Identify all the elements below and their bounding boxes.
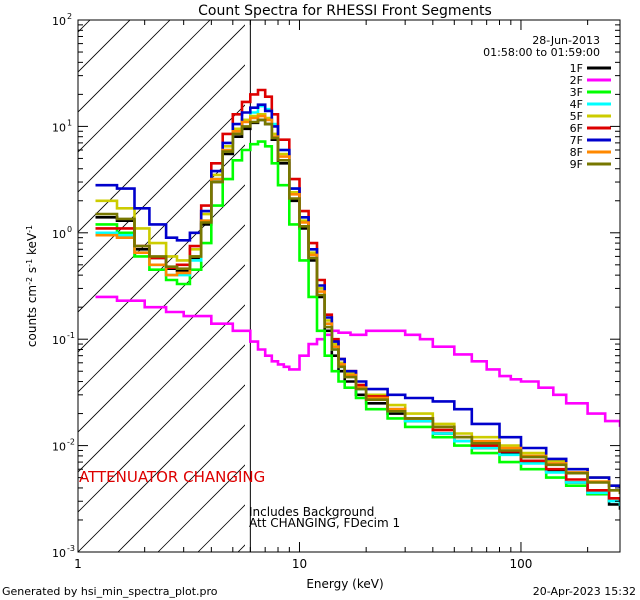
series-line-9F: [95, 118, 620, 495]
legend-label-9F: 9F: [570, 158, 583, 171]
y-tick-label: 10: [52, 334, 66, 347]
series-line-8F: [95, 114, 620, 495]
attenuator-hatch-region: [78, 12, 640, 552]
legend-label-5F: 5F: [570, 110, 583, 123]
hatch-line: [278, 12, 640, 552]
legend-label-1F: 1F: [570, 62, 583, 75]
legend-label-7F: 7F: [570, 134, 583, 147]
series-line-4F: [95, 104, 620, 507]
y-tick-label: 10: [52, 547, 66, 560]
observation-date: 28-Jun-2013: [532, 34, 600, 47]
legend-label-6F: 6F: [570, 122, 583, 135]
x-tick-label: 10: [292, 557, 307, 571]
x-axis-title: Energy (keV): [306, 577, 383, 591]
chart-title: Count Spectra for RHESSI Front Segments: [198, 3, 492, 19]
y-tick-label: 10: [52, 441, 66, 454]
hatch-line: [78, 184, 245, 353]
series-line-2F: [95, 295, 620, 427]
hatch-line: [78, 24, 245, 193]
y-tick-exponent: 1: [67, 118, 72, 127]
legend-label-3F: 3F: [570, 86, 583, 99]
legend-label-8F: 8F: [570, 146, 583, 159]
hatch-line: [78, 224, 245, 393]
hatch-line: [78, 20, 171, 113]
series-line-1F: [95, 118, 620, 510]
series-line-5F: [95, 113, 620, 488]
legend-label-4F: 4F: [570, 98, 583, 111]
hatch-line: [78, 144, 245, 313]
y-tick-exponent: 2: [67, 12, 72, 21]
hatch-line: [78, 384, 245, 552]
hatch-line: [117, 424, 245, 552]
x-tick-label: 100: [510, 557, 533, 571]
generated-by-footer: Generated by hsi_min_spectra_plot.pro: [2, 585, 218, 598]
hatch-line: [78, 344, 245, 513]
legend-label-2F: 2F: [570, 74, 583, 87]
hatch-line: [78, 264, 245, 433]
attenuator-state-note: Att CHANGING, FDecim 1: [249, 516, 400, 530]
plot-timestamp-footer: 20-Apr-2023 15:32: [533, 585, 636, 598]
hatch-line: [78, 304, 245, 473]
y-tick-exponent: -3: [67, 544, 75, 553]
y-tick-exponent: 0: [67, 225, 72, 234]
y-tick-label: 10: [52, 121, 66, 134]
series-line-3F: [95, 140, 620, 505]
y-tick-label: 10: [52, 15, 66, 28]
background-note: Includes Background: [249, 505, 374, 519]
y-tick-label: 10: [52, 228, 66, 241]
hatch-line: [78, 20, 211, 153]
x-tick-label: 1: [74, 557, 82, 571]
plot-frame: [77, 19, 621, 553]
y-tick-exponent: -2: [67, 438, 75, 447]
observation-time-range: 01:58:00 to 01:59:00: [483, 46, 600, 59]
y-axis-title: counts cm-2 s-1 keV-1: [25, 225, 40, 347]
attenuator-changing-label: ATTENUATOR CHANGING: [79, 468, 265, 486]
hatch-line: [78, 64, 245, 233]
y-tick-exponent: -1: [67, 331, 75, 340]
